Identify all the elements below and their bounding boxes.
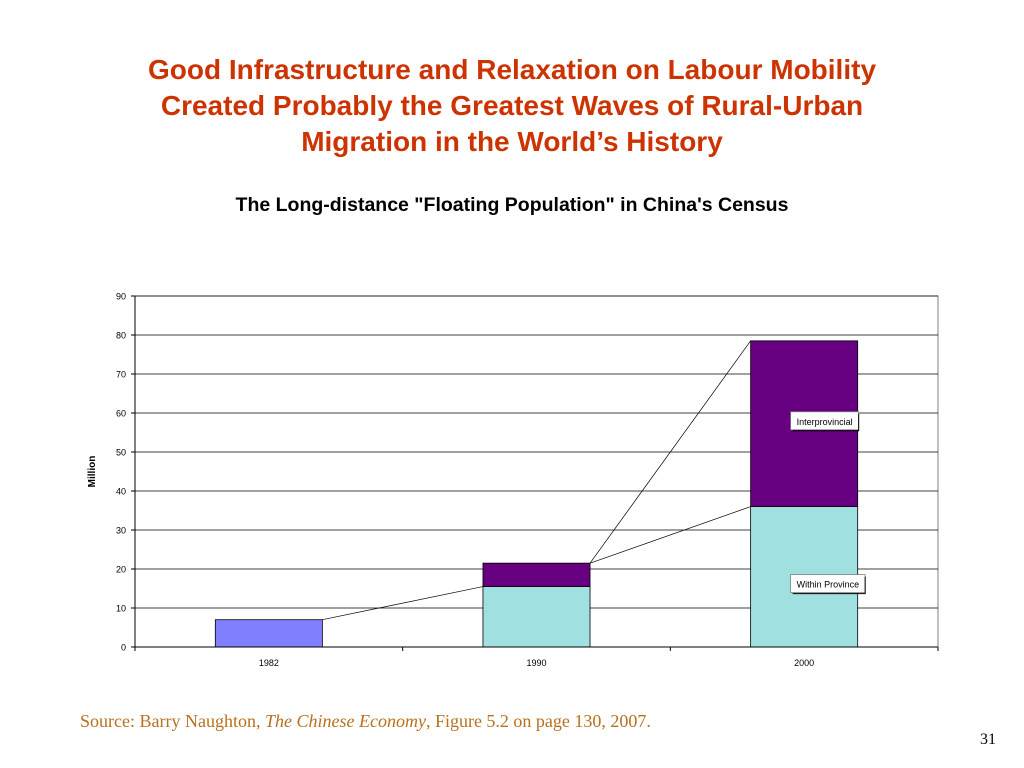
source-suffix: , Figure 5.2 on page 130, 2007. — [425, 711, 651, 731]
leader-within-0 — [322, 586, 484, 621]
leader-total-1 — [589, 340, 751, 564]
callout-shadow-0 — [792, 413, 860, 432]
page-number: 31 — [980, 731, 996, 748]
y-tick-label-60: 60 — [116, 409, 126, 419]
leader-within-1 — [589, 506, 751, 564]
y-tick-label-30: 30 — [116, 526, 126, 536]
source-prefix: Source: Barry Naughton, — [80, 711, 265, 731]
slide-title-line-3: Migration in the World’s History — [301, 126, 723, 157]
chart-title: The Long-distance "Floating Population" … — [235, 194, 789, 216]
slide-title: Good Infrastructure and Relaxation on La… — [60, 52, 964, 160]
bar-1990-interprovincial — [482, 562, 591, 587]
y-axis-label: Million — [87, 456, 98, 488]
source-citation: Source: Barry Naughton, The Chinese Econ… — [80, 711, 651, 732]
slide-title-line-1: Good Infrastructure and Relaxation on La… — [147, 54, 877, 85]
bar-1990-within-province — [482, 586, 591, 648]
axes — [131, 295, 939, 651]
slide-title-line-2: Created Probably the Greatest Waves of R… — [160, 90, 864, 121]
bars-layer — [214, 340, 859, 648]
y-tick-label-80: 80 — [116, 331, 126, 341]
floating-population-chart: 0 10 20 30 40 50 60 70 80 90 Million 1982 1990 2000 In… — [87, 292, 939, 668]
y-tick-label-40: 40 — [116, 487, 126, 497]
y-tick-label-90: 90 — [116, 292, 126, 302]
callout-label-0: Interprovincial — [797, 417, 853, 427]
y-tick-label-50: 50 — [116, 448, 126, 458]
y-tick-label-10: 10 — [116, 604, 126, 614]
x-tick-label-1990: 1990 — [526, 658, 546, 668]
callout-label-1: Within Province — [797, 580, 860, 590]
labels-layer: 0 10 20 30 40 50 60 70 80 90 Million 1982 1990 2000 In… — [87, 292, 866, 668]
leader-lines — [322, 340, 751, 621]
x-tick-label-2000: 2000 — [794, 658, 814, 668]
y-tick-label-20: 20 — [116, 565, 126, 575]
x-tick-label-1982: 1982 — [259, 658, 279, 668]
y-tick-label-70: 70 — [116, 370, 126, 380]
bar-1982-within-province — [214, 619, 323, 648]
y-tick-label-0: 0 — [121, 643, 126, 653]
source-book-title: The Chinese Economy — [264, 711, 426, 731]
callout-shadow-1 — [792, 576, 866, 595]
